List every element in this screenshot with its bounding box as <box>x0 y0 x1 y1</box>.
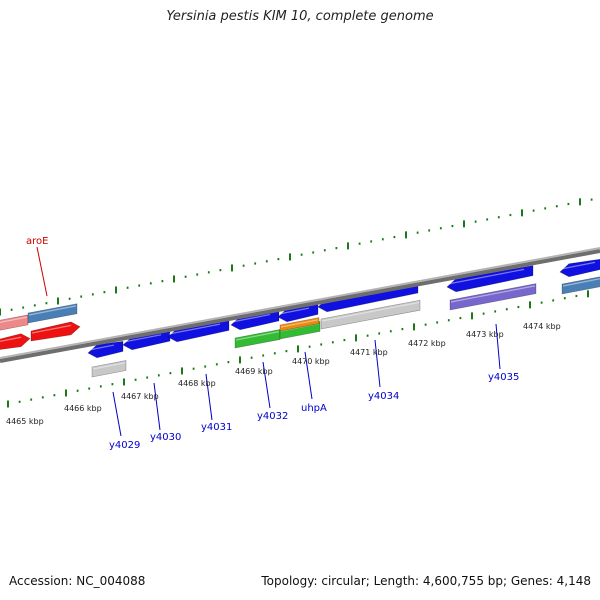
kbp-label-4473: 4473 kbp <box>466 330 504 339</box>
gene-arrow-y4035 <box>446 265 534 293</box>
gene-block-pink-highlight <box>0 316 28 324</box>
gene-block-orange <box>279 317 320 332</box>
kbp-label-4474: 4474 kbp <box>523 322 561 331</box>
gene-block-green <box>234 329 281 349</box>
gene-arrow-y4029 <box>87 341 124 359</box>
gene-arrow-y4029-highlight <box>88 344 115 351</box>
leader-y4029 <box>112 391 122 437</box>
leader-y4035 <box>495 323 501 370</box>
gene-label-y4030[interactable]: y4030 <box>150 432 181 443</box>
label-leader-lines <box>36 246 501 437</box>
leader-y4031 <box>205 373 213 421</box>
gene-arrow-uhpA-highlight <box>278 307 310 315</box>
genome-title: Yersinia pestis KIM 10, complete genome <box>166 9 434 24</box>
gene-arrow-red-1 <box>0 333 31 350</box>
gene-arrow-y4031-highlight <box>168 323 221 335</box>
gene-block-green-highlight <box>235 331 280 341</box>
gene-block-gray-2-highlight <box>321 301 420 322</box>
gene-arrow-right-edge <box>559 258 600 278</box>
gene-block-aroE <box>27 303 78 324</box>
leader-y4032 <box>262 361 271 409</box>
gene-block-aroE-highlight <box>28 305 77 316</box>
genome-summary-text: Topology: circular; Length: 4,600,755 bp… <box>261 574 591 588</box>
leader-y4034 <box>374 339 381 388</box>
leader-y4030 <box>153 382 161 431</box>
gene-block-gray-1 <box>91 360 127 378</box>
leader-aroE <box>36 246 48 297</box>
gene-block-steel-right <box>561 276 600 295</box>
gene-block-orange-highlight <box>280 319 319 328</box>
kbp-label-4472: 4472 kbp <box>408 339 446 348</box>
gene-label-y4034[interactable]: y4034 <box>368 391 399 402</box>
gene-arrow-y4032-highlight <box>231 314 271 323</box>
gene-arrow-red-2 <box>30 321 81 342</box>
kbp-label-4468: 4468 kbp <box>178 379 216 388</box>
tick-row-top <box>0 198 593 316</box>
gene-block-green-2-highlight <box>280 323 320 332</box>
tick-row-bottom <box>7 290 589 408</box>
gene-block-steel-right-highlight <box>562 278 600 287</box>
gene-arrow-red-1-highlight <box>0 336 22 343</box>
gene-label-y4029[interactable]: y4029 <box>109 440 140 451</box>
kbp-label-4467: 4467 kbp <box>121 392 159 401</box>
gene-arrow-right-edge-highlight <box>560 261 596 270</box>
gene-block-gray-2 <box>320 299 421 330</box>
kbp-label-4471: 4471 kbp <box>350 348 388 357</box>
gene-block-purple <box>449 283 537 311</box>
backbone-line-dark <box>0 249 600 363</box>
gene-label-y4035[interactable]: y4035 <box>488 372 519 383</box>
gene-arrow-y4030-highlight <box>123 334 162 343</box>
leader-uhpA <box>304 351 313 400</box>
accession-text: Accession: NC_004088 <box>9 574 146 588</box>
gene-label-uhpA[interactable]: uhpA <box>301 403 327 414</box>
gene-label-y4031[interactable]: y4031 <box>201 422 232 433</box>
kbp-label-4465: 4465 kbp <box>6 417 44 426</box>
gene-block-pink <box>0 314 29 331</box>
kbp-label-4470: 4470 kbp <box>292 357 330 366</box>
kbp-label-4466: 4466 kbp <box>64 404 102 413</box>
gene-block-purple-highlight <box>450 285 536 303</box>
gene-block-gray-1-highlight <box>92 362 126 370</box>
genome-backbone <box>0 247 600 363</box>
gene-label-aroE[interactable]: aroE <box>26 236 48 247</box>
gene-arrow-y4035-highlight <box>447 268 525 285</box>
kbp-label-4469: 4469 kbp <box>235 367 273 376</box>
backbone-line-light <box>0 247 600 359</box>
gene-label-y4032[interactable]: y4032 <box>257 411 288 422</box>
gene-arrow-red-2-highlight <box>31 324 72 334</box>
